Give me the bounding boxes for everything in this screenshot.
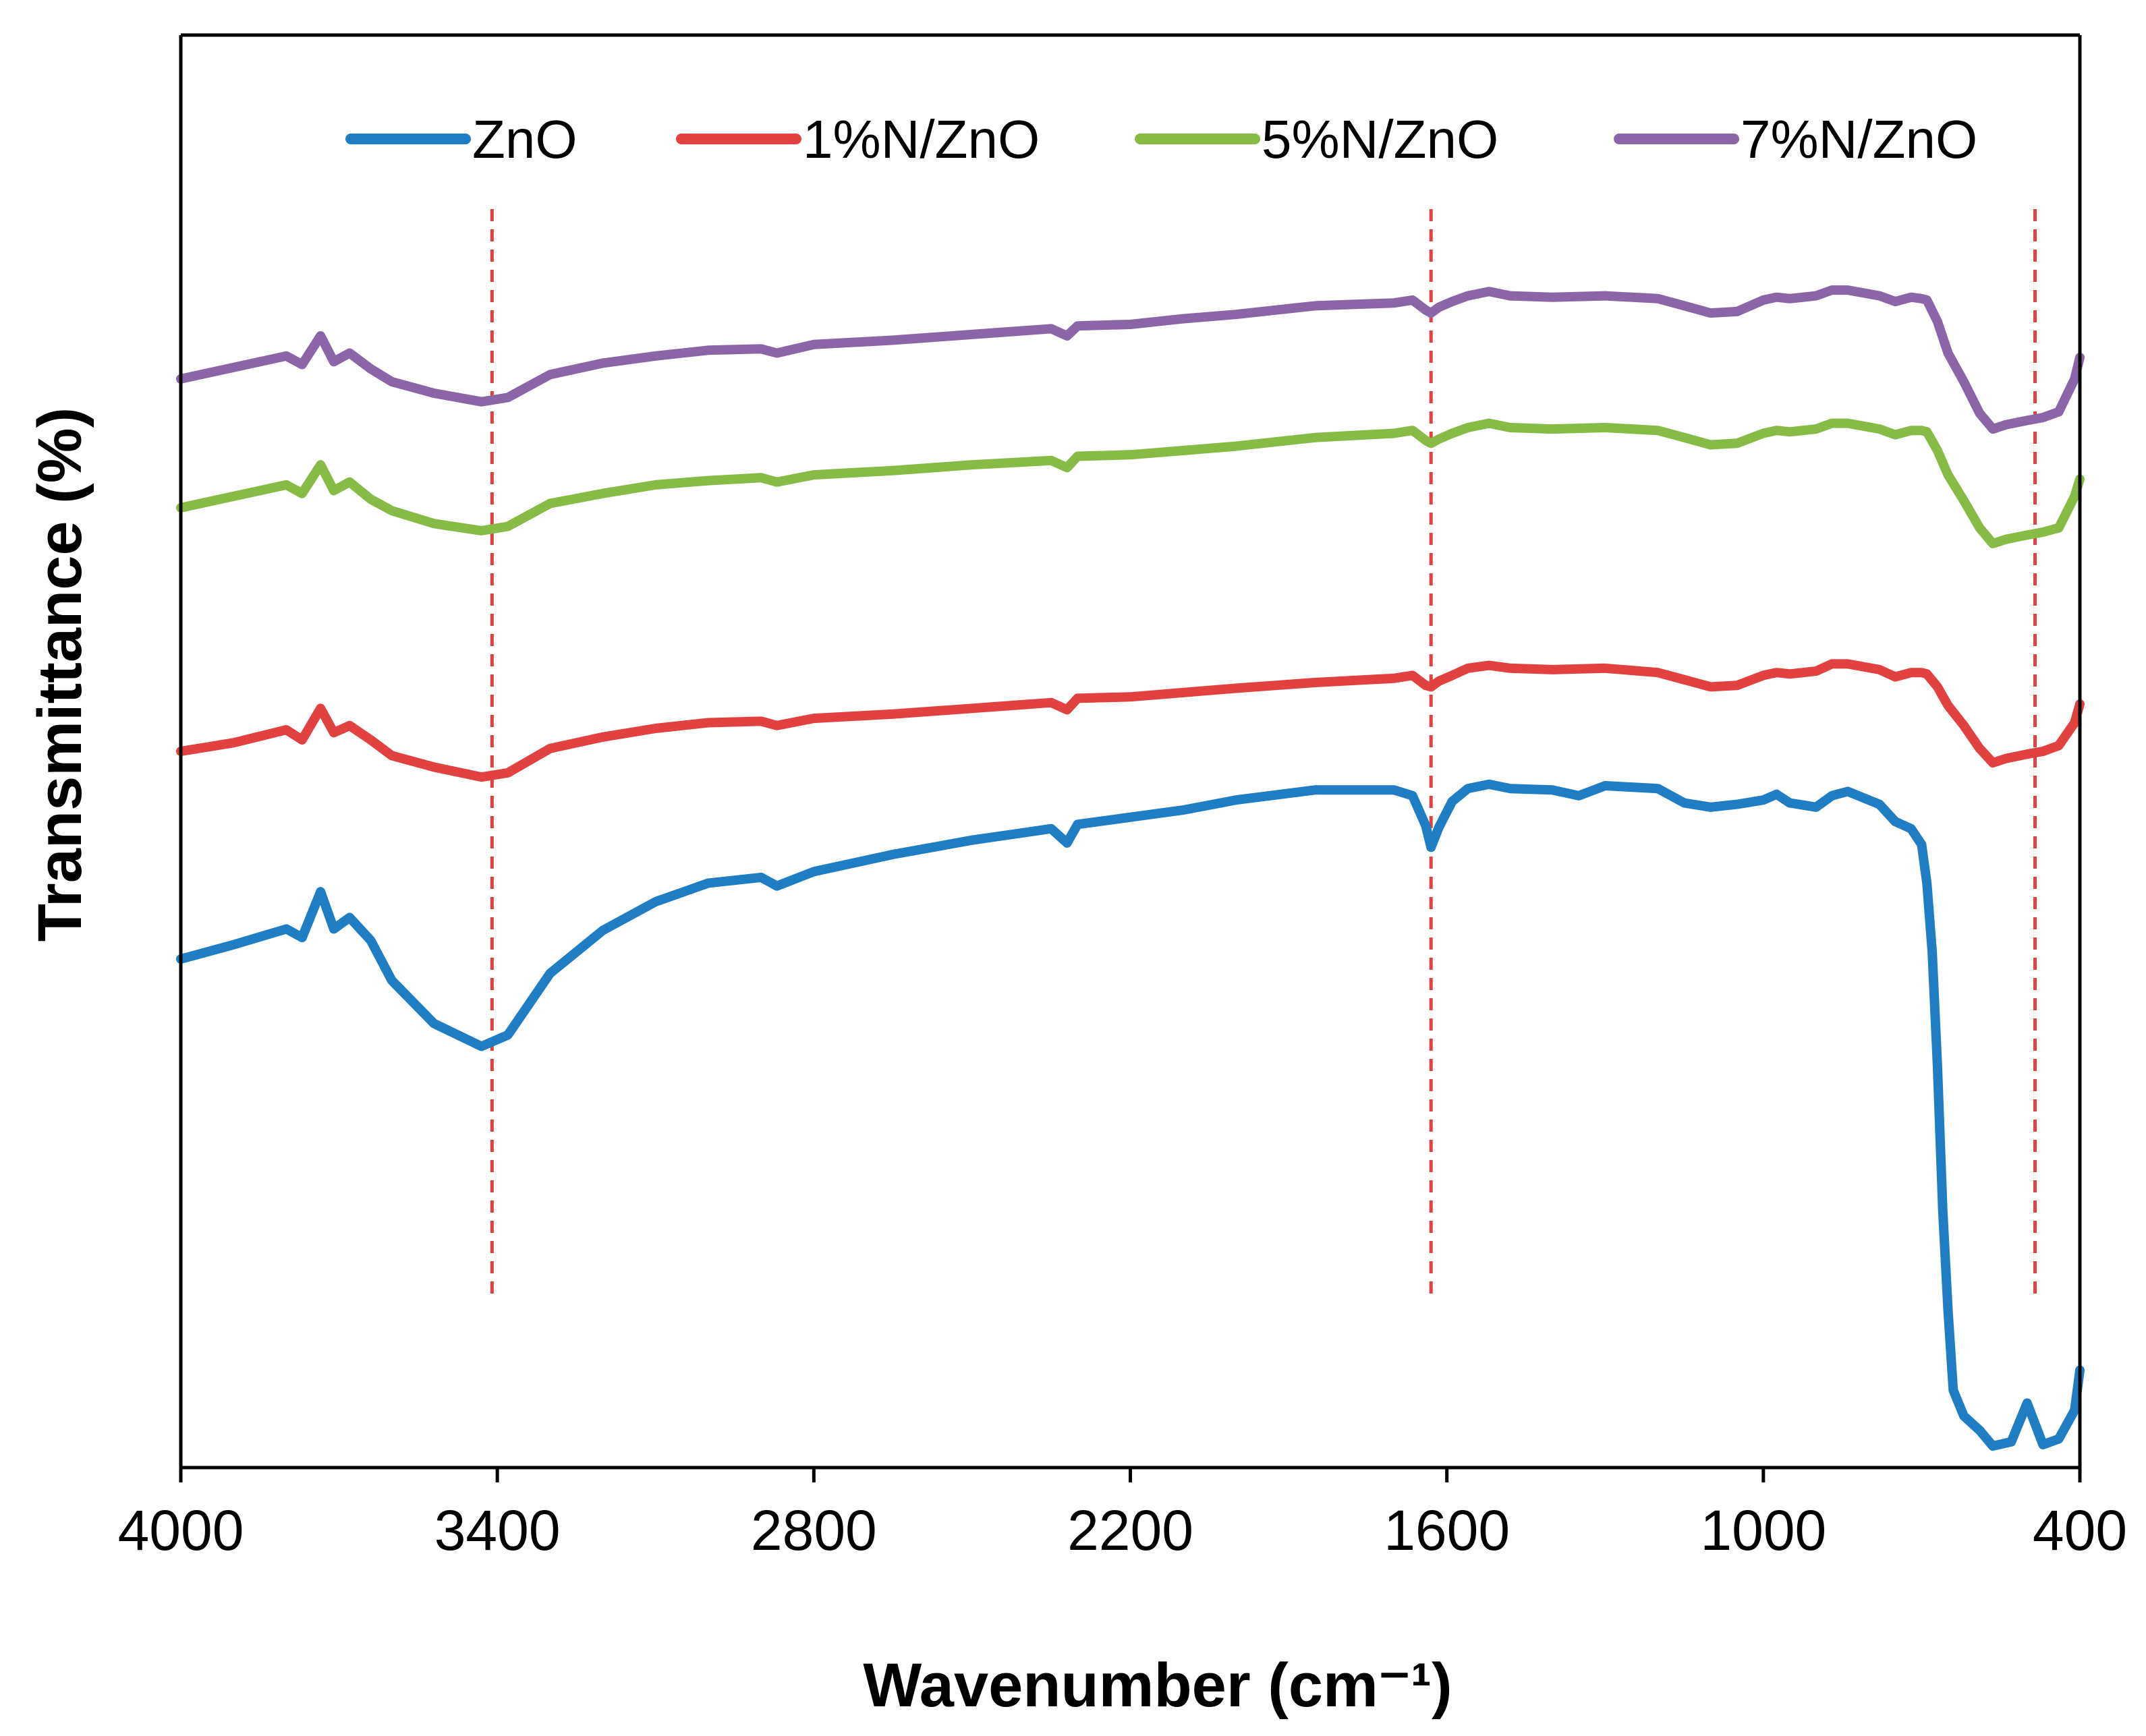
- y-axis-title: Transmittance (%): [26, 407, 94, 942]
- series-line-2: [176, 418, 2085, 548]
- x-tick-label-5: 1000: [1700, 1499, 1826, 1562]
- x-tick-label-2: 2800: [751, 1499, 877, 1562]
- legend-label-0: ZnO: [472, 109, 577, 169]
- legend: ZnO 1%N/ZnO 5%N/ZnO 7%N/ZnO: [345, 109, 1977, 169]
- series-line-3: [176, 285, 2085, 434]
- x-tick-label-4: 1600: [1384, 1499, 1510, 1562]
- x-ticks: 4000 3400 2800 2200 1600 1000 400: [118, 1468, 2127, 1562]
- series-line-1: [176, 659, 2085, 782]
- series-lines: [176, 285, 2085, 1451]
- x-tick-label-1: 3400: [434, 1499, 561, 1562]
- x-tick-label-3: 2200: [1067, 1499, 1193, 1562]
- series-line-0: [176, 779, 2085, 1451]
- x-axis-title: Wavenumber (cm⁻¹): [863, 1651, 1452, 1720]
- x-tick-label-6: 400: [2033, 1499, 2127, 1562]
- legend-label-1: 1%N/ZnO: [803, 109, 1040, 169]
- legend-label-3: 7%N/ZnO: [1741, 109, 1977, 169]
- x-tick-label-0: 4000: [118, 1499, 244, 1562]
- legend-label-2: 5%N/ZnO: [1262, 109, 1498, 169]
